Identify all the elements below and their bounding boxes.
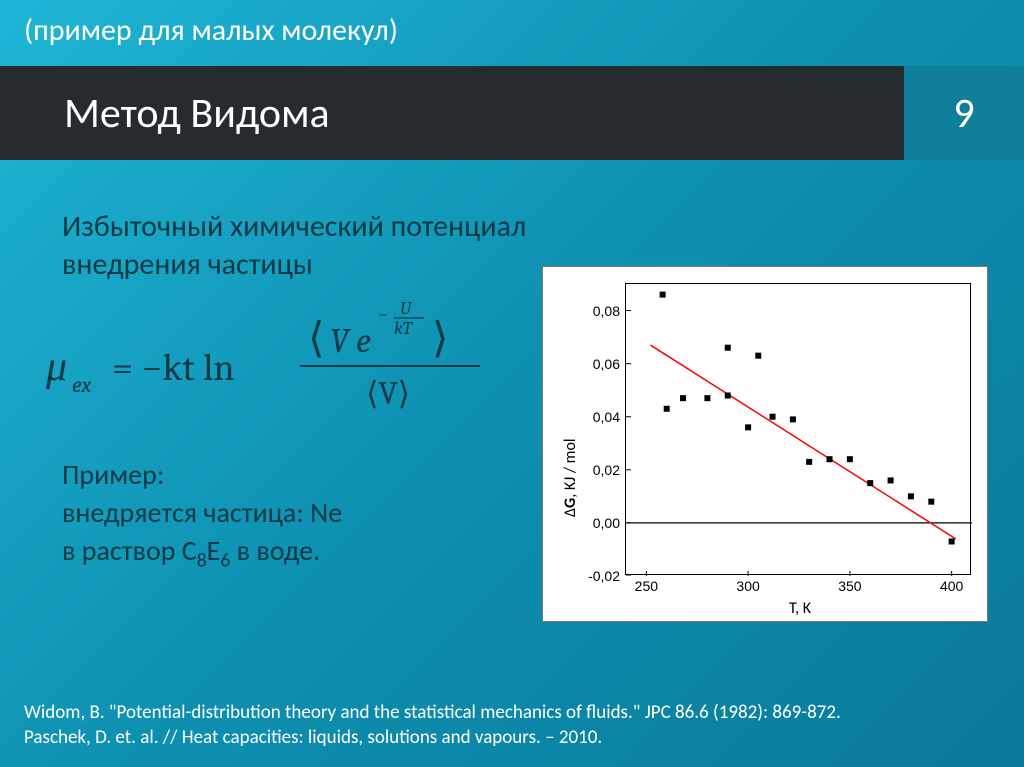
- y-tick-label: 0,04: [578, 409, 626, 425]
- x-tick-label: 400: [940, 574, 963, 594]
- formula-eq: = −kt ln: [112, 346, 235, 390]
- title-bar: Метод Видома 9: [0, 66, 1024, 160]
- y-tick-label: 0,08: [578, 303, 626, 319]
- example-line2: внедряется частица: Ne: [62, 494, 522, 532]
- y-tick-label: -0,02: [578, 568, 626, 584]
- slide-title: Метод Видома: [0, 66, 904, 160]
- formula-V: V: [330, 321, 352, 361]
- x-axis-title: T, K: [789, 599, 811, 618]
- formula-exp-kT: kT: [394, 318, 414, 339]
- example-block: Пример: внедряется частица: Ne в раствор…: [62, 456, 522, 574]
- slide-number: 9: [904, 66, 1024, 160]
- example-line1: Пример:: [62, 456, 522, 494]
- formula-exp-minus: −: [378, 304, 388, 325]
- chart: ΔG, KJ / mol -0,020,000,020,040,060,0825…: [542, 266, 988, 622]
- footer-line1: Widom, B. "Potential-distribution theory…: [24, 700, 1000, 726]
- footer: Widom, B. "Potential-distribution theory…: [24, 700, 1000, 751]
- plot-area: -0,020,000,020,040,060,08250300350400: [625, 283, 971, 575]
- x-tick-label: 250: [635, 574, 658, 594]
- y-tick-label: 0,06: [578, 356, 626, 372]
- formula-mu-sub: ex: [72, 372, 91, 398]
- formula: μ ex = −kt ln ⟨ V e − U kT ⟩ ⟨V⟩: [40, 300, 520, 430]
- example-line3: в раствор C8E6 в воде.: [62, 532, 522, 574]
- y-tick-label: 0,00: [578, 515, 626, 531]
- formula-den: ⟨V⟩: [366, 375, 410, 412]
- x-tick-label: 300: [736, 574, 759, 594]
- formula-mu: μ: [45, 342, 67, 391]
- lead-text: Избыточный химический потенциал внедрени…: [62, 208, 582, 283]
- footer-line2: Paschek, D. et. al. // Heat capacities: …: [24, 725, 1000, 751]
- x-tick-label: 350: [838, 574, 861, 594]
- slide: (пример для малых молекул) Метод Видома …: [0, 0, 1024, 767]
- formula-lbra: ⟨: [308, 314, 324, 363]
- formula-exp-U: U: [400, 300, 413, 319]
- formula-e: e: [356, 321, 371, 361]
- slide-subtitle: (пример для малых молекул): [24, 12, 398, 49]
- formula-rbra: ⟩: [432, 314, 448, 363]
- plot-svg: [626, 284, 972, 576]
- y-tick-label: 0,02: [578, 462, 626, 478]
